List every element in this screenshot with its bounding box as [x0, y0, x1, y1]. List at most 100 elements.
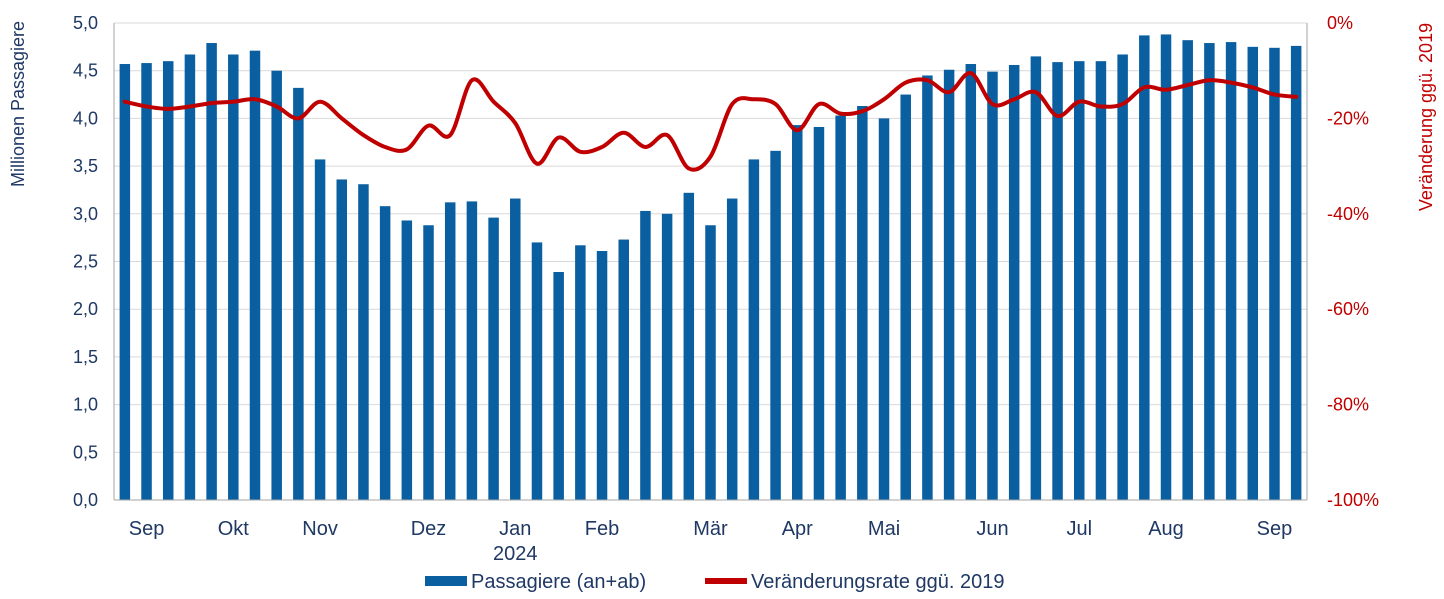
left-axis-ticks: 0,0 0,5 1,0 1,5 2,0 2,5 3,0 3,5 4,0 4,5 5,0 [73, 13, 98, 510]
bar [293, 87, 304, 500]
line-path [122, 71, 1299, 172]
bar [965, 64, 977, 500]
bar [770, 150, 781, 500]
bar [271, 70, 282, 500]
bar [1269, 47, 1280, 500]
bar [336, 179, 348, 500]
bar [640, 210, 651, 501]
bar [792, 125, 803, 500]
y2-tick-label: -20% [1327, 108, 1369, 128]
x-tick-sublabel: 2024 [493, 543, 538, 565]
bar [358, 184, 369, 500]
bar [141, 63, 152, 501]
y-tick-label: 2,0 [73, 299, 98, 319]
x-tick-label: Mai [868, 518, 900, 540]
y2-tick-label: -100% [1327, 490, 1379, 510]
bar [726, 198, 738, 500]
line-series [122, 71, 1299, 172]
y-tick-label: 1,5 [73, 347, 98, 367]
y-tick-label: 1,0 [73, 395, 98, 415]
bar [531, 242, 543, 501]
bar [878, 118, 890, 501]
bar [401, 220, 413, 500]
y-tick-label: 0,0 [73, 490, 98, 510]
bar [423, 225, 434, 501]
bar [1117, 54, 1128, 501]
y2-tick-label: -60% [1327, 299, 1369, 319]
bar [488, 217, 499, 500]
legend-label-bars: Passagiere (an+ab) [471, 571, 646, 593]
x-tick-label: Sep [1257, 518, 1293, 540]
y-tick-label: 4,5 [73, 61, 98, 81]
y-tick-label: 2,5 [73, 252, 98, 272]
legend-label-line: Veränderungsrate ggü. 2019 [751, 571, 1005, 593]
x-tick-label: Mär [693, 518, 728, 540]
x-tick-label: Jun [976, 518, 1008, 540]
bar [162, 61, 174, 500]
bar [900, 94, 911, 501]
bar [618, 239, 629, 501]
y-axis-title: Millionen Passagiere [8, 21, 28, 187]
bar [466, 201, 478, 500]
bar [379, 206, 391, 500]
bar [857, 105, 868, 501]
axes [113, 23, 1308, 501]
y-tick-label: 5,0 [73, 13, 98, 33]
bar [922, 75, 933, 500]
x-tick-label: Okt [218, 518, 250, 540]
bar [1139, 35, 1150, 500]
x-tick-label: Apr [782, 518, 813, 540]
y2-tick-label: 0% [1327, 13, 1353, 33]
legend-swatch-bars [425, 576, 467, 586]
bar [1052, 62, 1063, 500]
y-tick-label: 4,0 [73, 108, 98, 128]
bar [553, 271, 564, 500]
bar [206, 43, 217, 501]
x-axis-ticks: Sep Okt Nov Dez Jan 2024 Feb Mär Apr Mai Jun Jul Aug… [129, 518, 1293, 565]
bar [1073, 61, 1085, 500]
bar [835, 115, 846, 501]
legend-swatch-line [705, 578, 747, 584]
bar [1095, 61, 1107, 500]
bar [1247, 46, 1259, 500]
x-tick-label: Sep [129, 518, 165, 540]
y2-tick-label: -40% [1327, 204, 1369, 224]
bar [1204, 43, 1215, 501]
bar [596, 251, 608, 500]
bar [1182, 40, 1193, 501]
y2-axis-title: Veränderung ggü. 2019 [1416, 23, 1436, 211]
bar [444, 202, 456, 501]
bar [661, 213, 673, 501]
x-tick-label: Nov [302, 518, 338, 540]
x-tick-label: Jan [499, 518, 531, 540]
bar [748, 159, 760, 500]
bar [510, 198, 521, 500]
bar [705, 225, 716, 501]
bar [119, 64, 131, 500]
bar [1160, 34, 1172, 501]
bar [184, 54, 196, 501]
bar [575, 245, 586, 500]
bar [1225, 42, 1237, 500]
y-tick-label: 3,0 [73, 204, 98, 224]
y-tick-label: 3,5 [73, 156, 98, 176]
bar [987, 71, 998, 501]
bar-series [119, 34, 1302, 501]
bar [228, 54, 239, 501]
bar [249, 50, 261, 500]
right-axis-ticks: -100% -80% -60% -40% -20% 0% [1327, 13, 1379, 510]
y-tick-label: 0,5 [73, 442, 98, 462]
bar [1290, 45, 1302, 501]
bar [314, 159, 326, 500]
x-tick-label: Jul [1066, 518, 1092, 540]
bar [1008, 64, 1020, 500]
bar [943, 69, 955, 500]
x-tick-label: Feb [585, 518, 619, 540]
legend: Passagiere (an+ab) Veränderungsrate ggü.… [425, 571, 1005, 593]
bar [683, 192, 695, 500]
y2-tick-label: -80% [1327, 395, 1369, 415]
x-tick-label: Aug [1148, 518, 1184, 540]
bar [813, 126, 825, 501]
bar [1030, 56, 1042, 500]
